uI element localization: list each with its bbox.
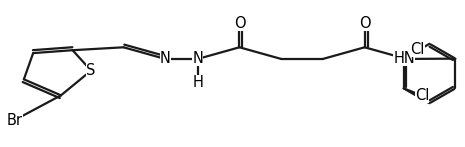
Text: Cl: Cl <box>410 42 425 57</box>
Text: N: N <box>193 51 203 66</box>
Text: HN: HN <box>393 51 415 66</box>
Text: S: S <box>86 63 96 78</box>
Text: H: H <box>193 75 203 90</box>
Text: Br: Br <box>7 113 23 128</box>
Text: N: N <box>160 51 171 66</box>
Text: Cl: Cl <box>415 88 429 103</box>
Text: O: O <box>359 16 371 31</box>
Text: O: O <box>233 16 245 31</box>
